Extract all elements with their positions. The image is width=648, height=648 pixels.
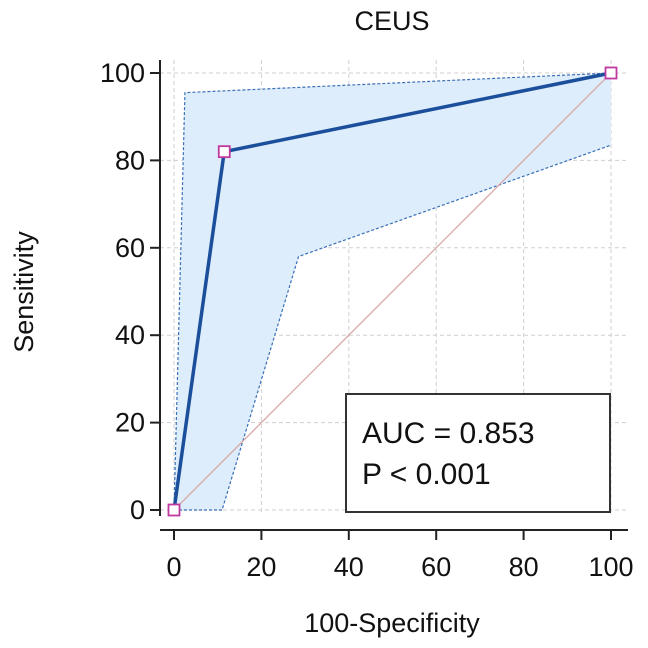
stats-box: AUC = 0.853 P < 0.001 xyxy=(345,393,611,513)
x-axis-title: 100-Specificity xyxy=(304,608,480,638)
ci-upper-line xyxy=(173,72,612,511)
x-tick-label: 80 xyxy=(509,552,539,582)
y-tick-label: 60 xyxy=(115,233,145,263)
x-tick-label: 40 xyxy=(334,552,364,582)
y-tick-label: 0 xyxy=(130,495,145,525)
reference-diagonal xyxy=(173,72,612,511)
axes xyxy=(150,60,628,540)
roc-point xyxy=(167,503,181,517)
tick-labels: 0 20 40 60 80 100 0 20 40 60 80 100 xyxy=(100,58,634,582)
y-axis-title: Sensitivity xyxy=(9,231,39,353)
roc-point xyxy=(604,66,618,80)
x-tick-label: 100 xyxy=(588,552,633,582)
y-tick-label: 20 xyxy=(115,408,145,438)
ci-lower-line xyxy=(174,144,612,511)
x-tick-label: 0 xyxy=(166,552,181,582)
roc-point xyxy=(217,145,231,159)
x-tick-label: 20 xyxy=(246,552,276,582)
p-value-label: P < 0.001 xyxy=(362,458,491,491)
stats-box-frame xyxy=(345,393,611,513)
auc-label: AUC = 0.853 xyxy=(362,417,535,450)
diagonal-line xyxy=(173,72,612,511)
y-tick-label: 40 xyxy=(115,320,145,350)
y-tick-label: 100 xyxy=(100,58,145,88)
chart-title: CEUS xyxy=(354,6,429,36)
x-tick-label: 60 xyxy=(421,552,451,582)
roc-curve-group xyxy=(167,66,618,517)
y-tick-label: 80 xyxy=(115,145,145,175)
